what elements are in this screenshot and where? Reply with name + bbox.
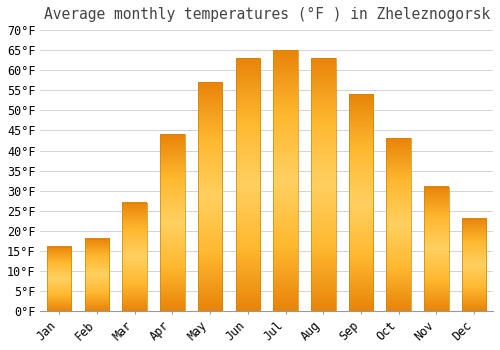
Bar [424,187,448,311]
Bar [274,50,298,311]
Bar [160,134,184,311]
Bar [122,203,147,311]
Bar [198,82,222,311]
Bar [311,58,336,311]
Bar [348,94,374,311]
Bar [84,239,109,311]
Bar [236,58,260,311]
Bar [386,139,411,311]
Bar [462,219,486,311]
Title: Average monthly temperatures (°F ) in Zheleznogorsk: Average monthly temperatures (°F ) in Zh… [44,7,490,22]
Bar [47,247,72,311]
